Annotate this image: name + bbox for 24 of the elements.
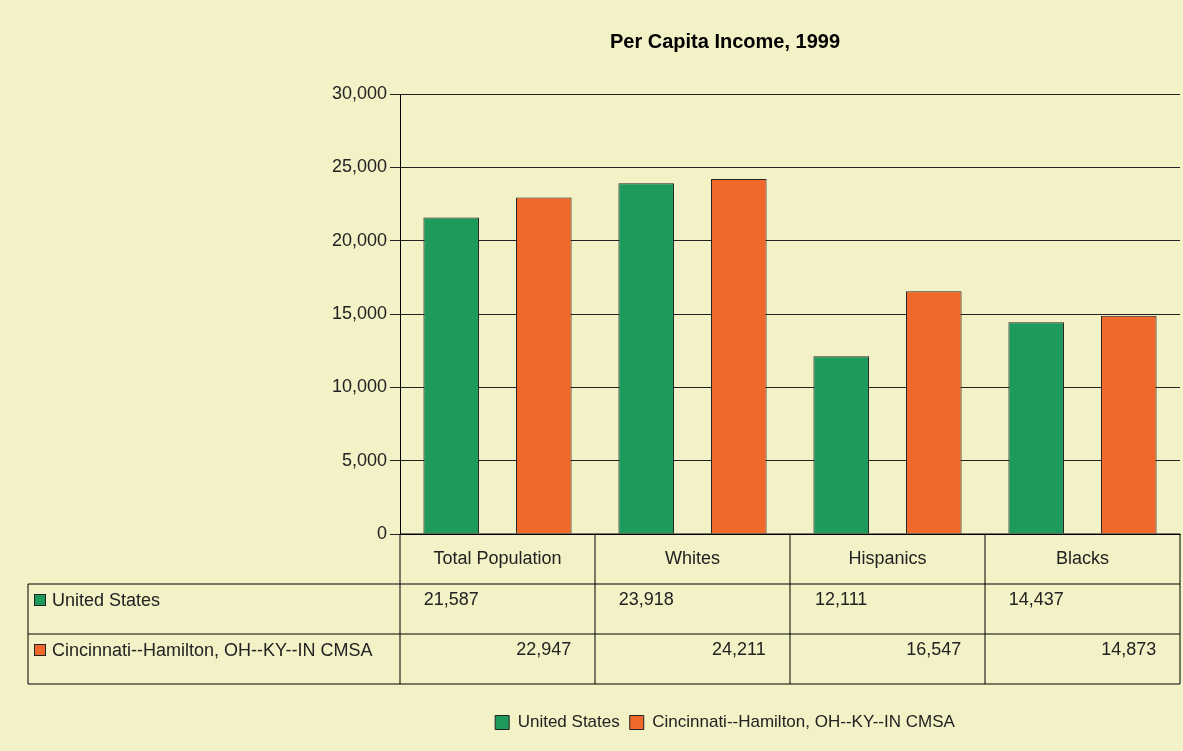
- legend-label: Cincinnati--Hamilton, OH--KY--IN CMSA: [652, 712, 956, 732]
- y-tick-label: 20,000: [331, 229, 387, 250]
- data-label: 14,873: [1101, 638, 1157, 659]
- y-tick-label: 0: [376, 522, 387, 543]
- y-tick-label: 15,000: [331, 302, 387, 323]
- data-label: 24,211: [711, 638, 766, 659]
- data-label: 21,587: [423, 588, 479, 609]
- text: United States: [52, 590, 161, 610]
- y-tick-label: 10,000: [331, 376, 387, 397]
- x-tick-label: Blacks: [1055, 547, 1110, 568]
- y-tick-label: 25,000: [331, 156, 387, 177]
- data-label: 23,918: [618, 588, 674, 609]
- data-label: 22,947: [516, 638, 572, 659]
- chart-title: Per Capita Income, 1999: [609, 29, 841, 52]
- text: Cincinnati--Hamilton, OH--KY--IN CMSA: [52, 640, 373, 660]
- y-tick-label: 5,000: [341, 449, 387, 470]
- x-tick-label: Whites: [664, 547, 721, 568]
- x-tick-label: Total Population: [433, 547, 562, 568]
- legend-label: United States: [517, 712, 620, 732]
- data-label: 16,547: [906, 638, 962, 659]
- x-tick-label: Hispanics: [848, 547, 927, 568]
- data-label: 12,111: [814, 588, 868, 609]
- data-label: 14,437: [1008, 588, 1064, 609]
- y-tick-label: 30,000: [331, 82, 387, 103]
